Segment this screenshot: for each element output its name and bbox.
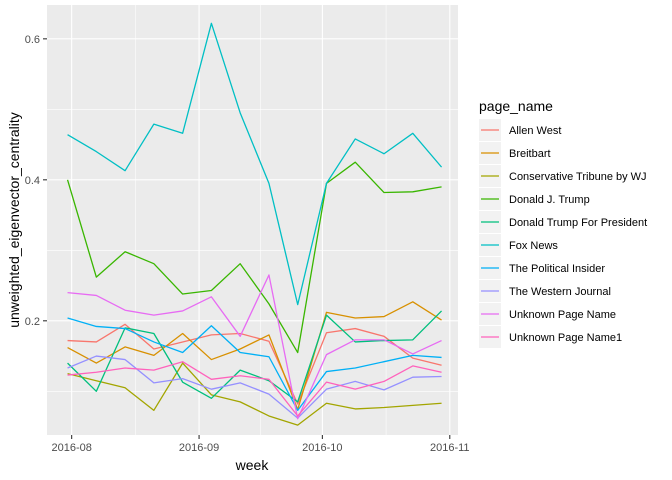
legend-label-breitbart: Breitbart [509, 148, 551, 160]
y-axis: 0.2 0.4 0.6 [25, 34, 47, 328]
series-line-unknown-page-name [67, 274, 442, 420]
series-line-fox-news [67, 22, 443, 306]
series-line-the-political-insider [67, 317, 442, 411]
grid-major [47, 5, 458, 435]
x-tick-label: 2016-09 [179, 442, 219, 454]
y-tick-label: 0.6 [25, 34, 40, 46]
series-line-conservative-tribune-by-wj [67, 362, 442, 426]
y-tick-label: 0.4 [25, 175, 40, 187]
x-axis-title: week [235, 457, 270, 473]
series-line-breitbart [67, 301, 442, 411]
series-line-donald-trump-for-president [67, 310, 443, 403]
x-tick-label: 2016-08 [51, 442, 91, 454]
series-line-donald-j-trump [66, 161, 442, 354]
grid-minor [47, 5, 458, 435]
series-line-the-western-journal [67, 355, 442, 419]
series-lines [66, 22, 443, 426]
legend-label-the-western-journal: The Western Journal [509, 286, 611, 298]
plot-panel [47, 5, 458, 435]
legend-label-fox-news: Fox News [509, 240, 558, 252]
x-tick-label: 2016-10 [302, 442, 342, 454]
legend-label-the-political-insider: The Political Insider [509, 263, 605, 275]
legend-label-conservative-tribune-by-wj: Conservative Tribune by WJ [509, 171, 647, 183]
y-axis-title: unweighted_eigenvector_centrality [6, 112, 22, 328]
x-axis: 2016-08 2016-09 2016-10 2016-11 [51, 435, 470, 454]
legend: page_name Allen West Breitbart Conservativ… [479, 98, 647, 348]
series-line-unknown-page-name1 [67, 361, 442, 417]
legend-label-unknown-page-name: Unknown Page Name [509, 309, 616, 321]
legend-label-donald-trump-for-president: Donald Trump For President [509, 217, 647, 229]
legend-label-allen-west: Allen West [509, 125, 561, 137]
legend-title: page_name [479, 98, 553, 114]
y-tick-label: 0.2 [25, 316, 40, 328]
legend-label-donald-j-trump: Donald J. Trump [509, 194, 590, 206]
legend-label-unknown-page-name1: Unknown Page Name1 [509, 332, 622, 344]
x-tick-label: 2016-11 [430, 442, 470, 454]
